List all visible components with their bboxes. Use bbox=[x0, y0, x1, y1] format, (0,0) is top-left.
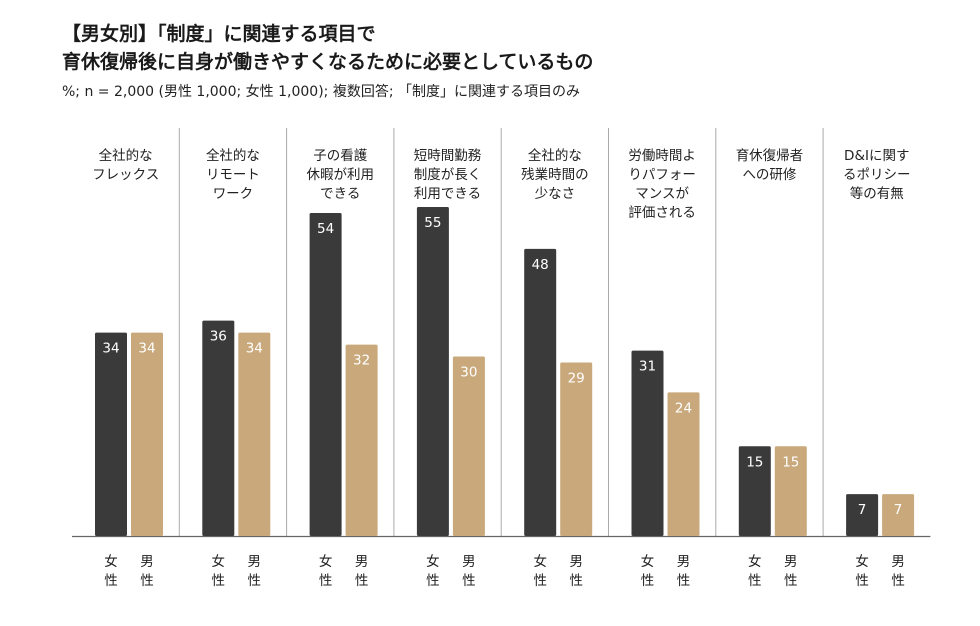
category-label: 残業時間の bbox=[521, 167, 589, 183]
category-label: 制度が長く bbox=[414, 167, 482, 183]
data-label: 7 bbox=[894, 502, 903, 518]
series-label: 性 bbox=[426, 573, 440, 589]
series-label: 女 bbox=[319, 553, 333, 570]
series-label: 男 bbox=[784, 554, 798, 570]
category-label: 労働時間よ bbox=[628, 148, 696, 164]
category-label: 短時間勤務 bbox=[414, 148, 482, 164]
series-label: 性 bbox=[569, 573, 583, 589]
category-label: 子の看護 bbox=[313, 148, 367, 164]
data-label: 15 bbox=[782, 454, 799, 470]
bar bbox=[738, 446, 771, 536]
series-label: 性 bbox=[248, 573, 262, 589]
bar bbox=[416, 207, 449, 536]
category-label: 育休復帰者 bbox=[736, 147, 804, 164]
category-label: マンスが bbox=[635, 186, 689, 202]
series-label: 性 bbox=[355, 573, 369, 589]
series-label: 男 bbox=[140, 554, 154, 570]
data-label: 36 bbox=[210, 329, 227, 345]
bar bbox=[560, 362, 593, 536]
series-label: 女 bbox=[426, 553, 440, 570]
data-label: 54 bbox=[317, 221, 334, 237]
series-label: 性 bbox=[140, 573, 154, 589]
series-label: 男 bbox=[248, 554, 262, 570]
series-label: 男 bbox=[355, 554, 369, 570]
bar bbox=[846, 494, 879, 536]
data-label: 34 bbox=[138, 341, 155, 357]
chart-title-line1: 【男女別】「制度」に関連する項目で bbox=[62, 23, 376, 45]
data-label: 29 bbox=[568, 371, 585, 387]
series-label: 女 bbox=[212, 553, 226, 570]
category-label: フレックス bbox=[92, 167, 159, 183]
bar bbox=[774, 446, 807, 536]
series-label: 男 bbox=[462, 554, 476, 570]
data-label: 32 bbox=[353, 353, 370, 369]
bar bbox=[631, 350, 664, 536]
category-label: 利用できる bbox=[414, 186, 481, 202]
category-label: への研修 bbox=[742, 167, 796, 183]
series-label: 性 bbox=[462, 573, 476, 589]
bar bbox=[95, 332, 127, 536]
bar bbox=[309, 212, 342, 536]
series-label: 女 bbox=[533, 553, 547, 570]
chart-title-line2: 育休復帰後に自身が働きやすくなるために必要としているもの bbox=[62, 51, 594, 73]
data-label: 48 bbox=[532, 257, 549, 273]
data-label: 34 bbox=[246, 341, 263, 357]
category-label: リモート bbox=[206, 167, 260, 183]
category-label: D&Iに関す bbox=[844, 148, 909, 164]
category-label: ワーク bbox=[213, 186, 254, 202]
category-label: できる bbox=[320, 186, 360, 202]
bar bbox=[524, 248, 557, 536]
series-label: 性 bbox=[641, 573, 655, 589]
category-label: 全社的な bbox=[528, 147, 582, 164]
series-label: 女 bbox=[641, 553, 655, 570]
category-label: りパフォー bbox=[628, 167, 696, 183]
series-label: 女 bbox=[104, 553, 118, 570]
bar bbox=[345, 344, 378, 536]
series-label: 女 bbox=[855, 553, 869, 570]
series-label: 性 bbox=[677, 573, 691, 589]
series-label: 性 bbox=[784, 573, 798, 589]
series-label: 男 bbox=[569, 554, 583, 570]
series-label: 性 bbox=[319, 573, 333, 589]
category-label: 全社的な bbox=[206, 147, 260, 164]
data-label: 7 bbox=[858, 502, 867, 518]
series-label: 性 bbox=[533, 573, 547, 589]
series-label: 性 bbox=[104, 573, 118, 589]
category-label: 少なさ bbox=[535, 186, 576, 202]
data-label: 30 bbox=[460, 365, 477, 381]
series-label: 男 bbox=[677, 554, 691, 570]
series-label: 性 bbox=[212, 573, 226, 589]
category-label: るポリシー bbox=[843, 167, 911, 183]
bar bbox=[882, 494, 915, 536]
series-label: 女 bbox=[748, 553, 762, 570]
data-label: 31 bbox=[639, 359, 656, 375]
chart-subtitle: %; n = 2,000 (男性 1,000; 女性 1,000); 複数回答;… bbox=[62, 84, 580, 100]
data-label: 34 bbox=[102, 341, 119, 357]
category-label: 休暇が利用 bbox=[307, 167, 375, 183]
bar bbox=[131, 332, 163, 536]
series-label: 男 bbox=[891, 554, 905, 570]
bar bbox=[452, 356, 485, 536]
bar bbox=[667, 392, 700, 536]
series-label: 性 bbox=[891, 573, 905, 589]
data-label: 15 bbox=[746, 454, 763, 470]
bar bbox=[238, 332, 271, 536]
bar bbox=[202, 320, 235, 536]
series-label: 性 bbox=[855, 573, 869, 589]
category-label: 全社的な bbox=[99, 147, 153, 164]
category-label: 等の有無 bbox=[850, 185, 904, 202]
category-label: 評価される bbox=[628, 205, 696, 221]
data-label: 55 bbox=[424, 215, 441, 231]
series-label: 性 bbox=[748, 573, 762, 589]
data-label: 24 bbox=[675, 400, 692, 416]
